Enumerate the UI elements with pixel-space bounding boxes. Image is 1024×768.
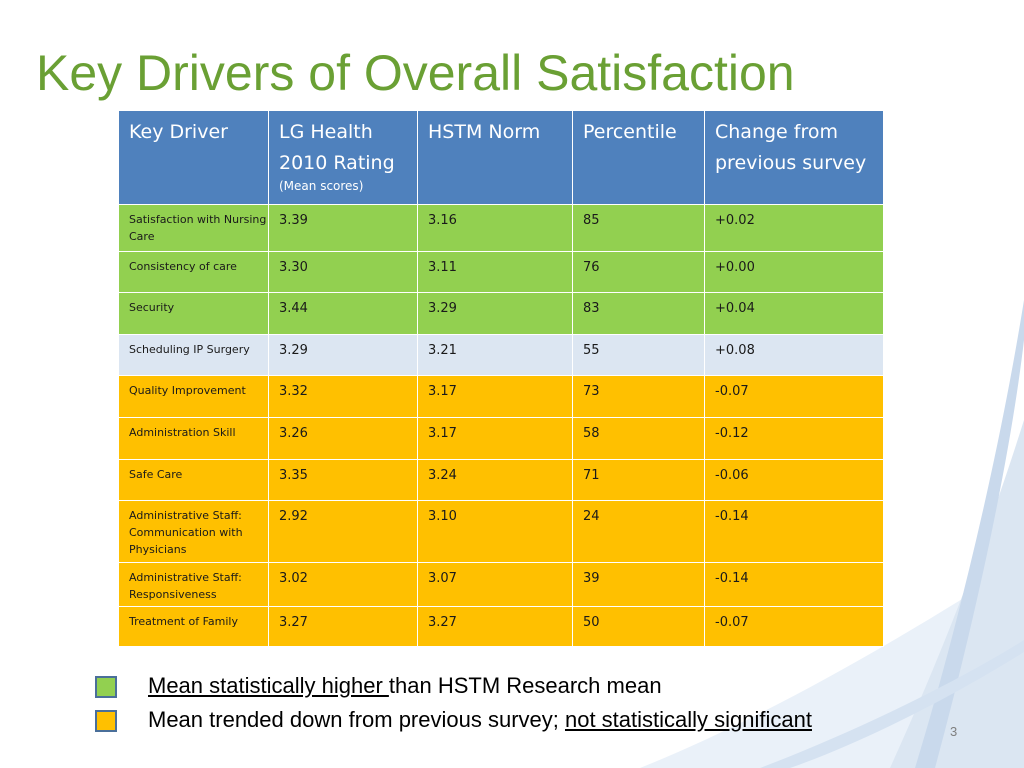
legend-green-underlined: Mean statistically higher [148, 673, 389, 698]
table-row: Security 3.44 3.29 83 +0.04 [118, 292, 884, 335]
percentile-cell: 58 [572, 417, 705, 460]
norm-cell: 3.16 [417, 204, 573, 252]
change-cell: -0.06 [704, 459, 884, 501]
table-row: Administrative Staff: Communication with… [118, 500, 884, 563]
driver-cell: Treatment of Family [118, 606, 269, 647]
rating-cell: 3.29 [268, 334, 418, 376]
percentile-cell: 85 [572, 204, 705, 252]
norm-cell: 3.27 [417, 606, 573, 647]
change-cell: -0.14 [704, 500, 884, 563]
driver-cell: Security [118, 292, 269, 335]
table-row: Safe Care 3.35 3.24 71 -0.06 [118, 459, 884, 501]
driver-cell: Consistency of care [118, 251, 269, 293]
rating-cell: 3.35 [268, 459, 418, 501]
page-number: 3 [950, 724, 958, 739]
table-header-row: Key Driver LG Health 2010 Rating (Mean s… [118, 110, 884, 205]
key-drivers-table: Key Driver LG Health 2010 Rating (Mean s… [118, 110, 884, 647]
table-row: Scheduling IP Surgery 3.29 3.21 55 +0.08 [118, 334, 884, 376]
change-cell: -0.07 [704, 375, 884, 418]
legend-green-swatch [95, 676, 117, 698]
header-rating: LG Health 2010 Rating (Mean scores) [268, 110, 418, 205]
table-row: Administration Skill 3.26 3.17 58 -0.12 [118, 417, 884, 460]
legend-green-text: Mean statistically higher than HSTM Rese… [148, 673, 662, 699]
norm-cell: 3.17 [417, 375, 573, 418]
percentile-cell: 24 [572, 500, 705, 563]
change-cell: -0.07 [704, 606, 884, 647]
driver-cell: Safe Care [118, 459, 269, 501]
header-rating-label: LG Health 2010 Rating [279, 121, 395, 174]
rating-cell: 3.39 [268, 204, 418, 252]
legend-yellow-text: Mean trended down from previous survey; … [148, 707, 812, 733]
table-row: Quality Improvement 3.32 3.17 73 -0.07 [118, 375, 884, 418]
header-hstm-norm: HSTM Norm [417, 110, 573, 205]
change-cell: +0.00 [704, 251, 884, 293]
table-row: Treatment of Family 3.27 3.27 50 -0.07 [118, 606, 884, 647]
driver-cell: Administration Skill [118, 417, 269, 460]
change-cell: +0.08 [704, 334, 884, 376]
percentile-cell: 73 [572, 375, 705, 418]
percentile-cell: 55 [572, 334, 705, 376]
driver-cell: Satisfaction with Nursing Care [118, 204, 269, 252]
driver-cell: Quality Improvement [118, 375, 269, 418]
header-percentile: Percentile [572, 110, 705, 205]
rating-cell: 3.30 [268, 251, 418, 293]
percentile-cell: 71 [572, 459, 705, 501]
norm-cell: 3.21 [417, 334, 573, 376]
percentile-cell: 76 [572, 251, 705, 293]
legend-green-rest: than HSTM Research mean [388, 673, 662, 698]
slide-title: Key Drivers of Overall Satisfaction [36, 45, 795, 101]
norm-cell: 3.10 [417, 500, 573, 563]
rating-cell: 3.02 [268, 562, 418, 607]
norm-cell: 3.29 [417, 292, 573, 335]
header-key-driver: Key Driver [118, 110, 269, 205]
legend-yellow-swatch [95, 710, 117, 732]
driver-cell: Administrative Staff: Responsiveness [118, 562, 269, 607]
table-row: Administrative Staff: Responsiveness 3.0… [118, 562, 884, 607]
percentile-cell: 50 [572, 606, 705, 647]
legend-yellow-underlined: not statistically significant [564, 707, 812, 732]
rating-cell: 3.26 [268, 417, 418, 460]
rating-cell: 3.27 [268, 606, 418, 647]
norm-cell: 3.24 [417, 459, 573, 501]
driver-cell: Administrative Staff: Communication with… [118, 500, 269, 563]
legend-yellow-rest: Mean trended down from previous survey; [148, 707, 565, 732]
rating-cell: 3.32 [268, 375, 418, 418]
driver-cell: Scheduling IP Surgery [118, 334, 269, 376]
header-rating-note: (Mean scores) [279, 179, 364, 193]
table-row: Satisfaction with Nursing Care 3.39 3.16… [118, 204, 884, 252]
header-change: Change from previous survey [704, 110, 884, 205]
change-cell: -0.14 [704, 562, 884, 607]
norm-cell: 3.11 [417, 251, 573, 293]
percentile-cell: 39 [572, 562, 705, 607]
norm-cell: 3.07 [417, 562, 573, 607]
rating-cell: 2.92 [268, 500, 418, 563]
change-cell: -0.12 [704, 417, 884, 460]
rating-cell: 3.44 [268, 292, 418, 335]
change-cell: +0.04 [704, 292, 884, 335]
norm-cell: 3.17 [417, 417, 573, 460]
percentile-cell: 83 [572, 292, 705, 335]
table-row: Consistency of care 3.30 3.11 76 +0.00 [118, 251, 884, 293]
change-cell: +0.02 [704, 204, 884, 252]
